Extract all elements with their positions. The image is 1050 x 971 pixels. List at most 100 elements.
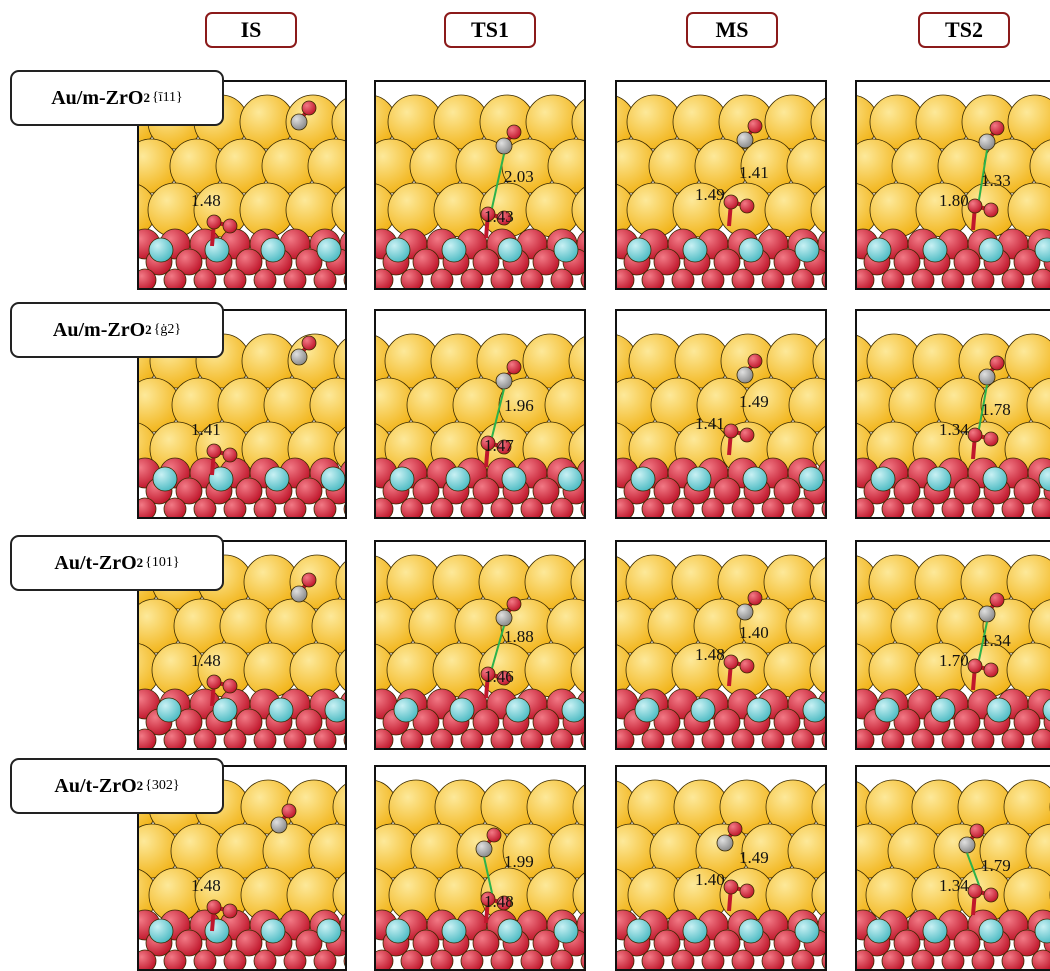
gold-atom: [571, 99, 584, 145]
oxygen-atom: [821, 500, 825, 517]
distance-arrow: [966, 852, 980, 886]
bond-distance-label: 1.34: [939, 876, 969, 895]
oxygen-atom: [490, 728, 514, 748]
oxygen-atom: [163, 949, 187, 969]
gold-atom: [809, 645, 825, 695]
oxygen-atom: [653, 477, 681, 505]
gold-atom: [1003, 779, 1050, 835]
oxygen-atom: [983, 202, 999, 218]
oxygen-atom: [969, 823, 985, 839]
gold-atom: [308, 823, 345, 879]
zirconium-atom: [922, 918, 948, 944]
gold-atom: [544, 377, 584, 433]
oxygen-atom: [941, 268, 965, 288]
oxygen-atom: [773, 708, 801, 736]
oxygen-atom: [761, 497, 785, 517]
zirconium-atom: [501, 466, 527, 492]
oxygen-atom: [1031, 497, 1050, 517]
oxygen-atom: [967, 427, 983, 443]
bond-distance-label: 1.47: [484, 436, 514, 455]
oxygen-atom: [253, 497, 277, 517]
zirconium-atom: [922, 237, 948, 263]
oxygen-atom: [206, 674, 222, 690]
oxygen-atom: [1013, 248, 1041, 276]
gold-atom: [571, 187, 584, 233]
oxygen-atom: [1031, 949, 1050, 969]
distance-arrow: [978, 621, 988, 661]
bond-distance-label: 1.48: [484, 892, 514, 911]
oxygen-atom: [723, 423, 739, 439]
zirconium-atom: [930, 697, 956, 723]
oxygen-atom: [761, 268, 785, 288]
oxygen-atom: [223, 497, 247, 517]
carbon-atom: [958, 836, 976, 854]
bond-distance-label: 1.40: [739, 623, 769, 642]
gold-atom: [785, 598, 825, 654]
gold-atom: [331, 98, 345, 146]
bond-distance-label: 1.96: [504, 396, 534, 415]
oxygen-atom: [206, 899, 222, 915]
oxygen-atom: [550, 497, 574, 517]
zirconium-atom: [982, 466, 1008, 492]
zirconium-atom: [320, 466, 345, 492]
gold-atom: [333, 338, 345, 384]
oxygen-atom: [376, 949, 394, 969]
oxygen-atom: [857, 497, 875, 517]
zirconium-atom: [986, 697, 1012, 723]
oxygen-atom: [222, 903, 238, 919]
oxygen-atom: [857, 949, 875, 969]
oxygen-atom: [747, 118, 763, 134]
structure-panel-4-ts2: 1.34 1.79: [855, 765, 1050, 971]
gold-atom: [1025, 823, 1050, 879]
gold-atom: [810, 185, 825, 235]
zirconium-atom: [866, 237, 892, 263]
row-label-1: Au/m-ZrO 2 {ī11}: [10, 70, 224, 126]
oxygen-atom: [283, 268, 307, 288]
gold-atom: [333, 426, 345, 472]
bond-distance-label: 1.41: [695, 414, 725, 433]
zirconium-atom: [794, 237, 820, 263]
zirconium-atom: [393, 697, 419, 723]
oxygen-atom: [893, 477, 921, 505]
gold-atom: [547, 138, 584, 194]
row-label-4: Au/t-ZrO 2 {302}: [10, 758, 224, 814]
gold-atom: [570, 558, 584, 606]
zirconium-atom: [874, 697, 900, 723]
oxygen-atom: [701, 728, 725, 748]
zirconium-atom: [497, 918, 523, 944]
bond-distance-label: 1.46: [484, 667, 514, 686]
oxygen-atom: [295, 248, 323, 276]
oxygen-atom: [193, 268, 217, 288]
oxygen-atom: [412, 477, 440, 505]
oxygen-atom: [911, 268, 935, 288]
oxygen-atom: [857, 268, 875, 288]
carbon-atom: [716, 834, 734, 852]
zirconium-atom: [385, 237, 411, 263]
oxygen-atom: [617, 728, 635, 748]
zirconium-atom: [553, 237, 579, 263]
zirconium-atom: [926, 466, 952, 492]
gold-atom: [812, 338, 825, 384]
row-label-subscript: 2: [136, 778, 144, 793]
zirconium-atom: [152, 466, 178, 492]
oxygen-atom: [641, 268, 665, 288]
oxygen-atom: [967, 658, 983, 674]
zirconium-atom: [686, 466, 712, 492]
row-label-face: {302}: [145, 778, 180, 793]
oxygen-atom: [701, 949, 725, 969]
oxygen-atom: [731, 949, 755, 969]
oxygen-atom: [222, 447, 238, 463]
zirconium-atom: [870, 466, 896, 492]
zirconium-atom: [1034, 918, 1050, 944]
oxygen-atom: [506, 359, 522, 375]
gold-atom: [811, 783, 825, 831]
oxygen-atom: [193, 497, 217, 517]
bond-distance-label: 1.48: [191, 191, 221, 210]
oxygen-atom: [430, 949, 454, 969]
distance-arrow: [978, 149, 988, 201]
gold-atom: [786, 138, 825, 194]
oxygen-atom: [430, 268, 454, 288]
oxygen-atom: [496, 439, 512, 455]
oxygen-atom: [641, 497, 665, 517]
oxygen-atom: [653, 248, 681, 276]
